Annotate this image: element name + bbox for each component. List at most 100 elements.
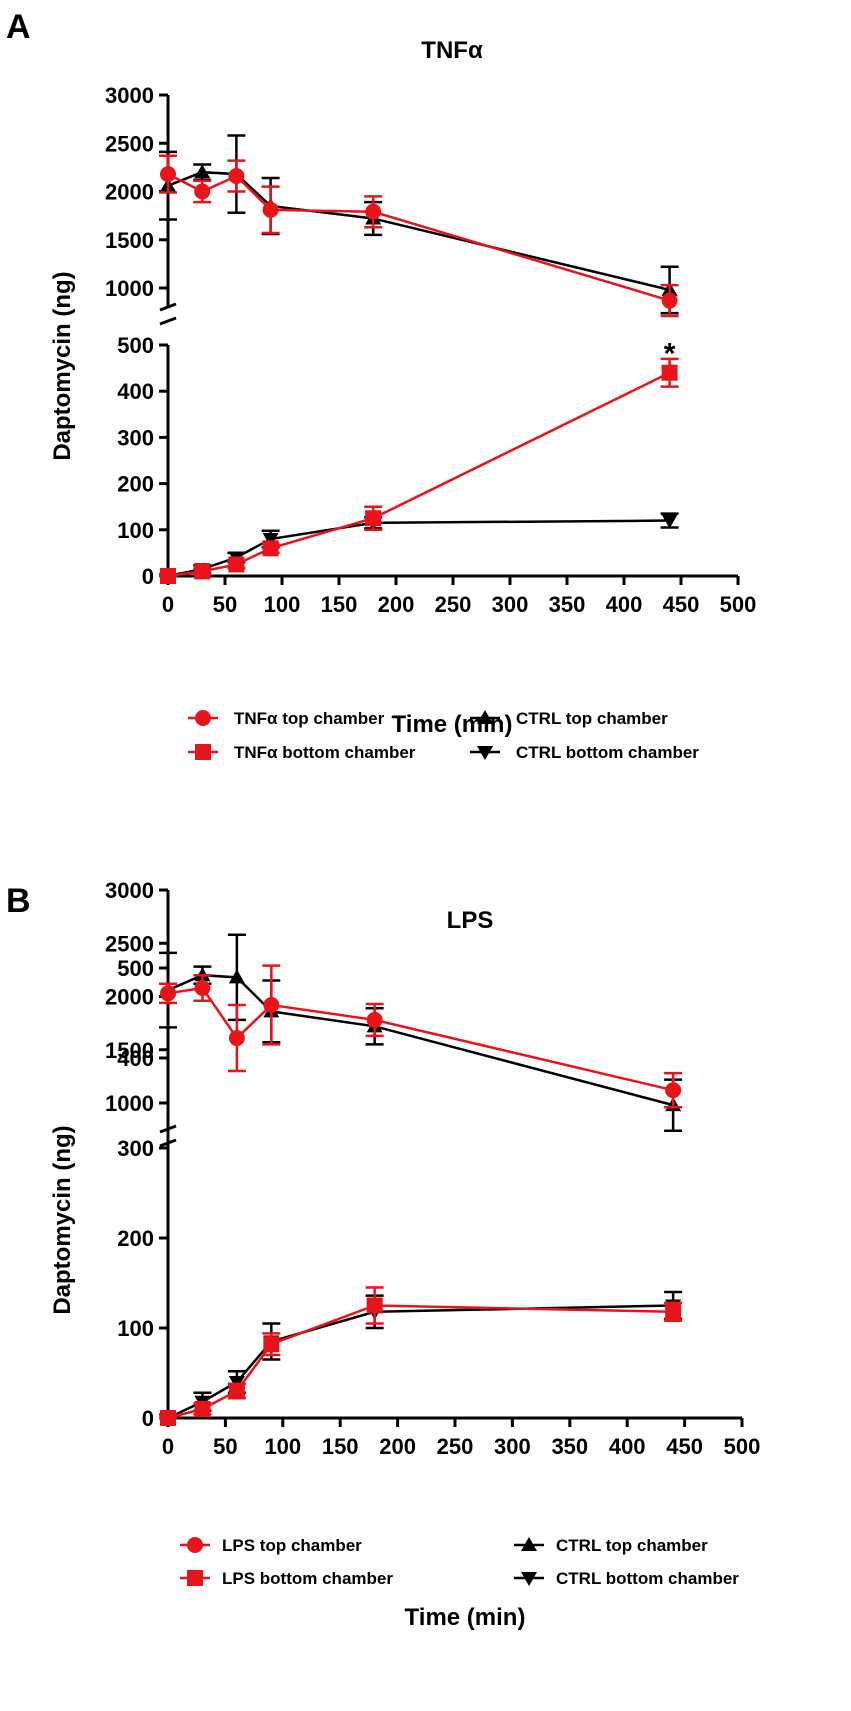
x-tick-label: 450	[666, 1434, 703, 1459]
x-tick-label: 450	[663, 592, 700, 617]
data-point	[160, 166, 176, 183]
x-tick-label: 300	[492, 592, 529, 617]
legend-marker	[195, 710, 211, 726]
x-tick-label: 100	[264, 592, 301, 617]
legend-label: LPS bottom chamber	[222, 1569, 393, 1588]
y-tick-label: 2500	[105, 131, 154, 156]
x-tick-label: 500	[720, 592, 757, 617]
y-tick-label: 300	[117, 425, 154, 450]
data-point	[194, 164, 211, 179]
series-line-ctrl-bottom-chamber	[167, 1304, 674, 1420]
y-tick-label: 2000	[105, 985, 154, 1010]
data-point	[365, 510, 382, 527]
legend-label: CTRL bottom chamber	[556, 1569, 739, 1588]
y-tick-label: 300	[117, 1136, 154, 1161]
y-tick-label: 100	[117, 518, 154, 543]
data-point	[262, 533, 279, 548]
panel-a-plot: 0 50 100 150 200 250 300 350 400 450 500 0 100 200 300…	[105, 83, 756, 617]
data-point	[228, 1030, 245, 1047]
data-point	[262, 540, 279, 557]
x-tick-label: 500	[724, 1434, 761, 1459]
data-point	[263, 1336, 280, 1353]
data-point	[160, 985, 176, 1002]
legend-marker	[187, 1570, 203, 1586]
axis-break-mark	[159, 302, 177, 312]
legend-marker	[477, 710, 493, 724]
panel-a-legend: TNFα top chamber TNFα bottom chamber CTRL …	[188, 709, 699, 762]
data-point	[366, 1011, 383, 1028]
data-point	[228, 168, 245, 185]
x-tick-label: 0	[162, 1434, 174, 1459]
panel-a-x-axis-label: Time (min)	[392, 711, 513, 738]
data-point	[366, 1297, 383, 1314]
x-tick-label: 50	[213, 1434, 237, 1459]
y-tick-label: 3000	[105, 83, 154, 108]
data-point	[262, 201, 279, 218]
y-tick-label: 1500	[105, 228, 154, 253]
axis-break-mark	[159, 316, 177, 326]
legend-label: CTRL top chamber	[516, 709, 668, 728]
y-tick-label: 200	[117, 472, 154, 497]
y-tick-label: 0	[142, 564, 154, 589]
series-line-ctrl-top-chamber	[167, 170, 670, 292]
series-line-lps-bottom-chamber	[167, 1304, 674, 1420]
data-point	[194, 563, 211, 580]
series-line-tnf-bottom-chamber	[167, 371, 671, 578]
data-point	[661, 364, 678, 381]
y-tick-label: 200	[117, 1226, 154, 1251]
axis-break-mark	[159, 1124, 177, 1134]
axis-break-mark	[159, 1138, 177, 1148]
series-line-tnf-top-chamber	[167, 173, 670, 302]
y-tick-label: 1000	[105, 276, 154, 301]
legend-label: CTRL top chamber	[556, 1536, 708, 1555]
legend-label: TNFα top chamber	[234, 709, 385, 728]
y-tick-label: 400	[117, 379, 154, 404]
x-tick-label: 400	[609, 1434, 646, 1459]
x-tick-label: 250	[437, 1434, 474, 1459]
panel-b-plot: 0 50 100 150 200 250 300 350 400 450 500 0 100 200 300…	[105, 878, 760, 1459]
data-point	[661, 292, 678, 309]
legend-label: TNFα bottom chamber	[234, 743, 416, 762]
panel-a-title: TNFα	[421, 37, 483, 64]
y-tick-label: 2000	[105, 180, 154, 205]
data-point	[661, 514, 678, 529]
legend-label: CTRL bottom chamber	[516, 743, 699, 762]
y-tick-label: 1000	[105, 1091, 154, 1116]
panel-b-legend: LPS top chamber LPS bottom chamber CTRL to…	[180, 1536, 739, 1588]
x-tick-label: 250	[435, 592, 472, 617]
y-tick-label: 0	[142, 1406, 154, 1431]
data-point	[194, 1401, 211, 1417]
data-point	[228, 969, 245, 984]
x-tick-label: 300	[494, 1434, 531, 1459]
data-point	[160, 1410, 176, 1426]
data-point	[160, 568, 176, 584]
data-point	[228, 1383, 245, 1399]
panel-b-title: LPS	[447, 907, 494, 934]
x-tick-label: 200	[378, 592, 415, 617]
data-point	[194, 979, 211, 996]
legend-marker	[187, 1537, 203, 1553]
y-tick-label: 2500	[105, 931, 154, 956]
data-point	[194, 183, 211, 200]
data-point	[365, 203, 382, 220]
x-tick-label: 350	[551, 1434, 588, 1459]
y-tick-label: 3000	[105, 878, 154, 903]
x-tick-label: 0	[162, 592, 174, 617]
panel-a-letter: A	[6, 8, 31, 46]
legend-marker	[477, 746, 493, 760]
x-tick-label: 400	[606, 592, 643, 617]
legend-marker	[195, 744, 211, 760]
data-point	[665, 1303, 682, 1320]
data-point	[263, 997, 280, 1014]
x-tick-label: 350	[549, 592, 586, 617]
legend-label: LPS top chamber	[222, 1536, 362, 1555]
x-tick-label: 200	[379, 1434, 416, 1459]
y-tick-label: 500	[117, 333, 154, 358]
panel-b-y-axis-label: Daptomycin (ng)	[49, 1125, 76, 1314]
data-point	[665, 1082, 682, 1099]
y-tick-label: 1500	[105, 1038, 154, 1063]
x-tick-label: 150	[321, 592, 358, 617]
legend-marker	[521, 1572, 537, 1586]
y-tick-label: 400	[117, 1046, 154, 1071]
